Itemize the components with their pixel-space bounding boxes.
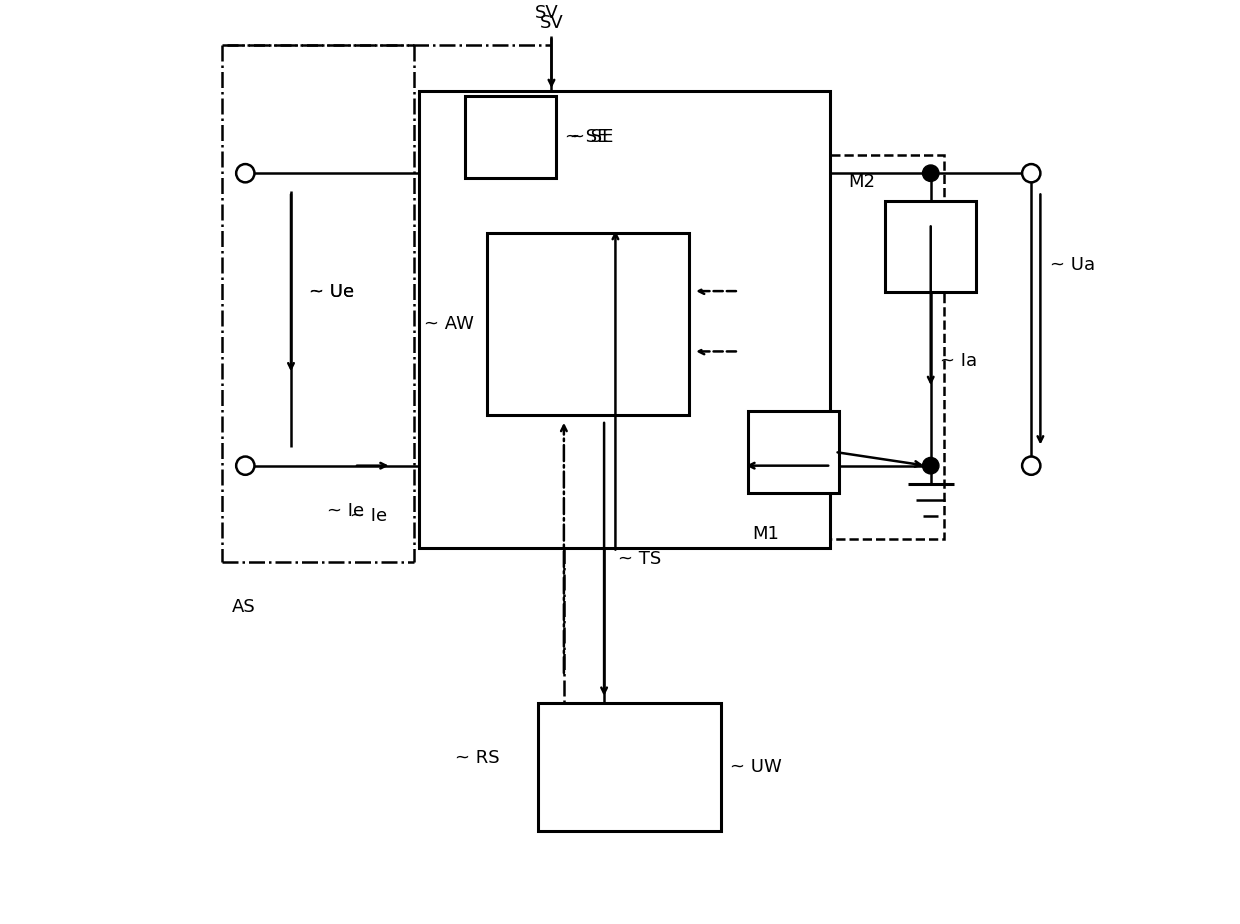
Bar [885, 201, 976, 292]
Text: ~ Ia: ~ Ia [940, 351, 977, 370]
Circle shape [236, 456, 254, 475]
Bar [419, 91, 831, 548]
Text: SV: SV [539, 14, 563, 31]
Bar [465, 95, 556, 177]
Text: ~ Ue: ~ Ue [309, 283, 355, 301]
Text: ~ Ua: ~ Ua [1049, 256, 1095, 274]
Text: ~ AW: ~ AW [424, 315, 474, 333]
Text: ~ Ue: ~ Ue [309, 283, 355, 301]
Text: ~ SE: ~ SE [565, 128, 609, 146]
Text: ~ UW: ~ UW [729, 759, 781, 776]
Circle shape [1022, 164, 1040, 182]
Circle shape [1022, 456, 1040, 475]
Text: ~ Ie: ~ Ie [351, 506, 388, 525]
Bar [748, 411, 839, 493]
Bar [538, 703, 720, 832]
Bar [487, 233, 688, 416]
Circle shape [923, 165, 939, 181]
Circle shape [236, 164, 254, 182]
Text: SV: SV [534, 5, 559, 22]
Text: ~ SE: ~ SE [569, 128, 613, 146]
Text: ~ TS: ~ TS [618, 551, 661, 568]
Circle shape [923, 457, 939, 474]
Text: ~ RS: ~ RS [455, 749, 500, 767]
Bar [743, 155, 945, 539]
Text: M2: M2 [848, 174, 875, 191]
Text: M1: M1 [753, 525, 780, 543]
Text: ~ Ie: ~ Ie [327, 503, 365, 520]
Text: AS: AS [232, 598, 255, 616]
